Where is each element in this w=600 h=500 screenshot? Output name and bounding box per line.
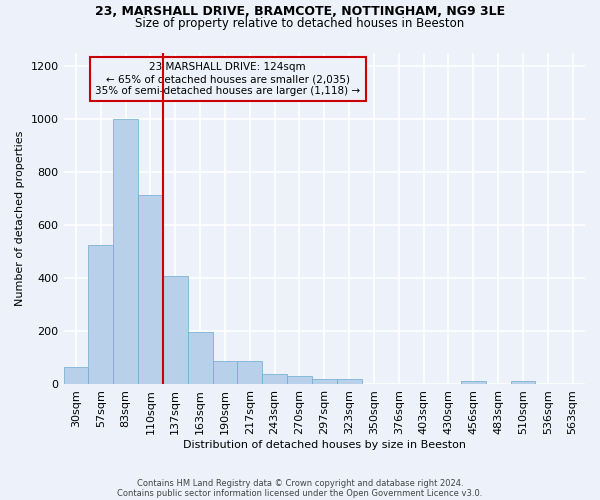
Bar — [113, 119, 138, 384]
Bar — [64, 367, 88, 384]
Bar — [138, 194, 163, 384]
X-axis label: Distribution of detached houses by size in Beeston: Distribution of detached houses by size … — [183, 440, 466, 450]
Y-axis label: Number of detached properties: Number of detached properties — [15, 131, 25, 306]
Bar — [212, 361, 238, 384]
Bar — [461, 381, 485, 384]
Text: Contains HM Land Registry data © Crown copyright and database right 2024.: Contains HM Land Registry data © Crown c… — [137, 478, 463, 488]
Bar — [511, 382, 535, 384]
Bar — [163, 276, 188, 384]
Bar — [188, 332, 212, 384]
Text: 23 MARSHALL DRIVE: 124sqm
← 65% of detached houses are smaller (2,035)
35% of se: 23 MARSHALL DRIVE: 124sqm ← 65% of detac… — [95, 62, 361, 96]
Bar — [238, 361, 262, 384]
Text: Contains public sector information licensed under the Open Government Licence v3: Contains public sector information licen… — [118, 488, 482, 498]
Text: Size of property relative to detached houses in Beeston: Size of property relative to detached ho… — [136, 18, 464, 30]
Bar — [262, 374, 287, 384]
Bar — [337, 379, 362, 384]
Bar — [88, 244, 113, 384]
Bar — [287, 376, 312, 384]
Text: 23, MARSHALL DRIVE, BRAMCOTE, NOTTINGHAM, NG9 3LE: 23, MARSHALL DRIVE, BRAMCOTE, NOTTINGHAM… — [95, 5, 505, 18]
Bar — [312, 379, 337, 384]
